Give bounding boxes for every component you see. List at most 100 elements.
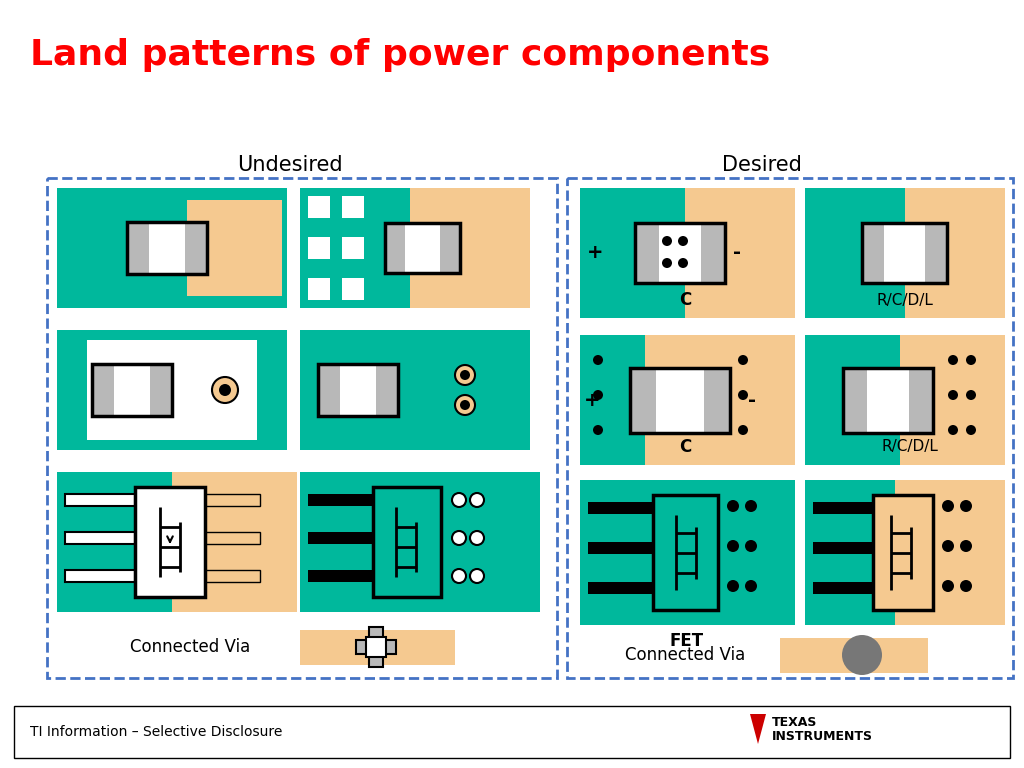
Bar xyxy=(342,196,364,218)
Bar xyxy=(57,330,287,450)
Circle shape xyxy=(678,258,688,268)
Circle shape xyxy=(593,390,603,400)
Bar xyxy=(873,495,933,610)
Bar xyxy=(588,542,653,554)
Text: Connected Via: Connected Via xyxy=(130,638,250,656)
Bar xyxy=(47,178,557,678)
Bar xyxy=(300,330,530,450)
Circle shape xyxy=(948,390,958,400)
Circle shape xyxy=(745,580,757,592)
Bar xyxy=(843,368,933,433)
Text: FET: FET xyxy=(670,632,705,650)
Bar xyxy=(92,364,172,416)
Circle shape xyxy=(452,569,466,583)
Bar xyxy=(862,223,947,283)
Bar xyxy=(369,627,383,667)
Circle shape xyxy=(593,355,603,365)
Bar xyxy=(92,364,114,416)
Circle shape xyxy=(745,540,757,552)
Bar xyxy=(366,637,386,657)
Bar xyxy=(127,222,207,274)
Circle shape xyxy=(662,236,672,246)
Text: +: + xyxy=(584,390,600,409)
Bar xyxy=(205,494,260,506)
Bar xyxy=(843,368,933,433)
Bar xyxy=(308,494,373,506)
Bar xyxy=(300,188,420,308)
Circle shape xyxy=(593,425,603,435)
Circle shape xyxy=(455,395,475,415)
Circle shape xyxy=(966,390,976,400)
Text: Connected Via: Connected Via xyxy=(625,646,745,664)
Bar xyxy=(185,222,207,274)
Bar xyxy=(308,237,330,259)
Circle shape xyxy=(738,390,748,400)
Circle shape xyxy=(738,425,748,435)
Circle shape xyxy=(455,365,475,385)
Bar xyxy=(92,364,172,416)
Bar xyxy=(813,542,873,554)
Bar xyxy=(685,188,795,318)
Bar xyxy=(905,188,1005,318)
Bar xyxy=(925,223,947,283)
Text: -: - xyxy=(748,390,756,409)
Bar xyxy=(567,178,1013,678)
Bar xyxy=(150,364,172,416)
Bar xyxy=(373,487,441,597)
Circle shape xyxy=(452,493,466,507)
Bar xyxy=(630,368,730,433)
Bar xyxy=(580,335,795,465)
Circle shape xyxy=(942,540,954,552)
Bar xyxy=(588,502,653,514)
Bar xyxy=(805,335,1005,465)
Bar xyxy=(385,223,460,273)
Bar xyxy=(205,570,260,582)
Circle shape xyxy=(948,425,958,435)
Circle shape xyxy=(961,580,972,592)
Circle shape xyxy=(961,540,972,552)
Bar xyxy=(645,335,795,465)
Bar xyxy=(805,188,1005,318)
Bar xyxy=(65,570,135,582)
Circle shape xyxy=(452,531,466,545)
Bar xyxy=(308,532,373,544)
Text: Undesired: Undesired xyxy=(238,155,343,175)
Bar xyxy=(65,494,135,506)
Text: INSTRUMENTS: INSTRUMENTS xyxy=(772,730,873,743)
Bar xyxy=(862,223,947,283)
Bar xyxy=(342,278,364,300)
Circle shape xyxy=(678,236,688,246)
Bar xyxy=(205,532,260,544)
Bar xyxy=(318,364,398,416)
Bar xyxy=(385,223,460,273)
Bar xyxy=(385,223,406,273)
Bar xyxy=(57,472,297,612)
Bar xyxy=(308,196,330,218)
Bar xyxy=(87,340,257,440)
Text: -: - xyxy=(733,243,741,263)
Circle shape xyxy=(662,258,672,268)
Bar xyxy=(318,364,398,416)
Bar xyxy=(580,480,795,625)
Circle shape xyxy=(961,500,972,512)
Circle shape xyxy=(942,500,954,512)
Text: TI Information – Selective Disclosure: TI Information – Selective Disclosure xyxy=(30,725,283,739)
Bar xyxy=(300,630,455,665)
Text: +: + xyxy=(587,243,603,263)
Bar xyxy=(588,582,653,594)
Circle shape xyxy=(842,635,882,675)
Circle shape xyxy=(738,355,748,365)
Circle shape xyxy=(219,384,231,396)
Bar xyxy=(635,223,659,283)
Bar xyxy=(635,223,725,283)
Bar xyxy=(342,237,364,259)
Bar xyxy=(805,480,1005,625)
Circle shape xyxy=(470,493,484,507)
Bar xyxy=(135,487,205,597)
Circle shape xyxy=(460,370,470,380)
Bar xyxy=(127,222,150,274)
Bar xyxy=(630,368,656,433)
Bar xyxy=(580,188,795,318)
Text: Land patterns of power components: Land patterns of power components xyxy=(30,38,770,72)
Bar xyxy=(909,368,933,433)
